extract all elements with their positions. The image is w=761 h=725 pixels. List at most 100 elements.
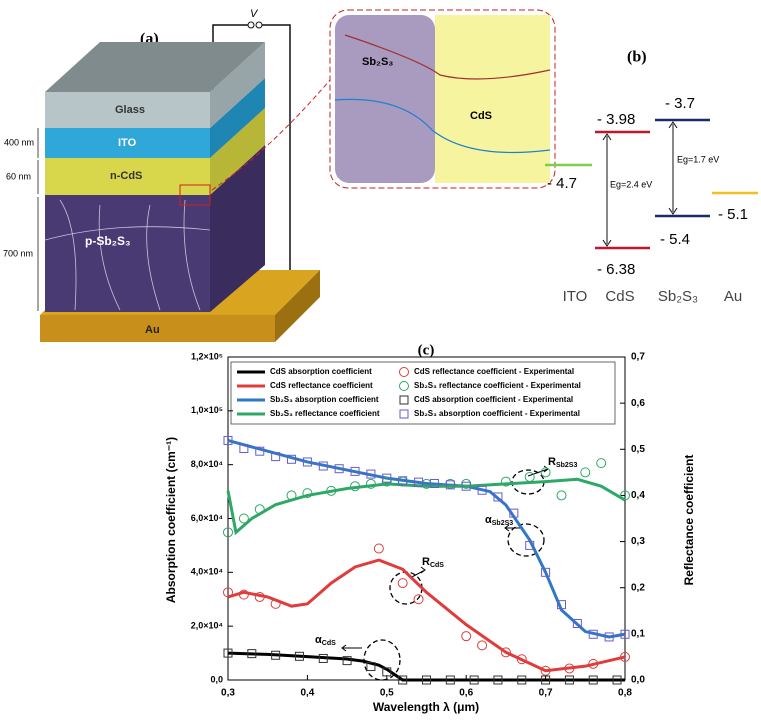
band-edge (344, 34, 551, 80)
point (399, 381, 409, 391)
point (541, 567, 551, 577)
point (445, 675, 455, 685)
layer-label: p-Sb₂S₃ (85, 234, 131, 248)
x-axis-label: Wavelength λ (μm) (373, 700, 479, 714)
sb-front (45, 195, 210, 312)
point (397, 578, 408, 589)
y-tick-label: 8,0×10⁴ (191, 459, 223, 469)
y-tick-label: 1,2×10⁵ (191, 351, 223, 361)
annotation-sub: Sb2S3 (556, 462, 578, 469)
point (422, 675, 431, 685)
point (445, 480, 455, 490)
point (580, 467, 591, 478)
thickness: 700 nm (3, 248, 33, 258)
point (493, 675, 503, 685)
point (287, 454, 297, 464)
cds-side (210, 108, 265, 195)
legend-label: CdS absorption coefficient - Experimenta… (414, 395, 573, 404)
point (461, 631, 472, 642)
point (334, 464, 344, 474)
callouts (363, 469, 545, 681)
point (525, 540, 535, 550)
thickness: 400 nm (4, 137, 34, 147)
point (238, 513, 249, 524)
point (564, 663, 575, 674)
series-line (227, 558, 626, 673)
column-label: ITO (563, 288, 588, 305)
series-line (226, 477, 626, 536)
callout-arrow (341, 465, 549, 652)
layer-label: ITO (118, 137, 137, 149)
inset-label: Sb₂S₃ (362, 56, 393, 68)
legend-label: Sb₂S₃ absorption coefficient (270, 395, 379, 404)
legend-label: Sb₂S₃ reflectance coefficient - Experime… (414, 381, 581, 390)
terminal (247, 21, 255, 29)
annotation-sub: Sb2S3 (492, 520, 514, 527)
y-tick-label: 6,0×10⁴ (191, 513, 223, 523)
panel-label: (b) (627, 49, 647, 66)
inset-cds (435, 15, 550, 183)
series-line (227, 651, 625, 682)
point (326, 485, 337, 496)
point (556, 490, 567, 501)
level-label: - 6.38 (597, 261, 635, 278)
y2-tick-label: 0,7 (631, 352, 645, 363)
point (414, 477, 424, 487)
point (350, 466, 360, 476)
point (399, 395, 409, 405)
point (318, 461, 328, 471)
gap-arrow (602, 121, 678, 247)
layer-label: Glass (115, 104, 145, 116)
layer-label: Au (145, 324, 160, 336)
annotation-sub: CdS (430, 562, 444, 569)
terminal (255, 21, 263, 29)
point (366, 662, 376, 672)
point (588, 658, 599, 669)
point (596, 458, 607, 469)
annotation-main: R (422, 556, 430, 568)
point (572, 618, 582, 628)
panel-c: (c) Wavelength λ (μm) Absorption coeffic… (164, 342, 696, 714)
point (588, 629, 598, 639)
legend-box (230, 361, 616, 425)
point (366, 469, 376, 479)
callout (389, 571, 423, 605)
x-tick-label: 0,6 (459, 688, 473, 699)
annotation-sub: CdS (322, 640, 336, 647)
wire (262, 24, 291, 292)
y2-tick-label: 0,0 (631, 675, 645, 686)
y2-tick-label: 0,2 (631, 582, 645, 593)
point (477, 640, 488, 651)
point (620, 629, 630, 639)
point (286, 490, 297, 501)
gap-label: Eg=1.7 eV (677, 154, 719, 164)
inset-label: CdS (470, 110, 492, 122)
legend-label: Sb₂S₃ reflectance coefficient (270, 409, 380, 418)
point (382, 667, 392, 677)
point (429, 479, 439, 489)
series-line (227, 438, 626, 639)
voltage: V (250, 8, 259, 20)
x-tick-label: 0,8 (618, 688, 632, 699)
point (500, 476, 511, 487)
point (500, 647, 511, 658)
annotation: RCdS (422, 556, 444, 569)
y2-tick-label: 0,6 (631, 398, 645, 409)
point (604, 632, 614, 642)
y-tick-label: 0,0 (210, 674, 223, 684)
y2-axis-label: Reflectance coefficient (682, 455, 696, 586)
point (398, 675, 408, 685)
column-label: Sb₂S₃ (658, 288, 698, 305)
inset-frame (329, 9, 556, 189)
level-label: - 3.98 (597, 111, 635, 128)
point (517, 675, 527, 685)
point (223, 435, 233, 445)
sb-side (210, 145, 265, 312)
column-label: CdS (605, 288, 634, 305)
point (302, 488, 313, 499)
point (516, 654, 527, 665)
point (254, 504, 265, 515)
point (399, 367, 409, 377)
point (223, 587, 233, 598)
point (294, 651, 304, 661)
